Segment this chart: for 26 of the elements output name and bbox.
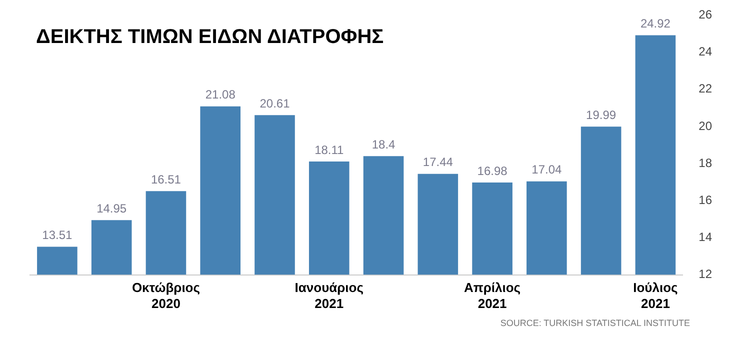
x-tick-label: Ιανουάριος 2021 — [294, 280, 364, 311]
x-tick-label: Ιούλιος 2021 — [633, 280, 678, 311]
x-tick-label: Οκτώβριος 2020 — [132, 280, 200, 311]
data-label: 16.98 — [477, 164, 508, 178]
y-tick-label: 14 — [698, 230, 712, 244]
x-tick-label: Απρίλιος 2021 — [464, 280, 521, 311]
data-label: 18.4 — [372, 137, 396, 152]
data-label: 13.51 — [42, 228, 73, 242]
data-label: 20.61 — [260, 96, 290, 110]
data-label: 21.08 — [205, 88, 236, 102]
source-note: SOURCE: TURKISH STATISTICAL INSTITUTE — [500, 318, 690, 328]
y-tick-label: 24 — [698, 44, 712, 59]
y-tick-label: 26 — [698, 8, 712, 22]
y-tick-label: 20 — [698, 118, 712, 133]
data-label: 14.95 — [96, 201, 127, 216]
y-tick-label: 18 — [698, 156, 712, 170]
data-label: 16.51 — [150, 172, 182, 186]
data-label: 17.44 — [422, 155, 454, 170]
y-tick-label: 12 — [698, 267, 712, 282]
data-label: 19.99 — [586, 108, 616, 122]
text: ΔΕΙΚΤΗΣ ΤΙΜΩΝ ΕΙΔΩΝ ΔΙΑΤΡΟΦΗΣ — [36, 26, 384, 49]
y-tick-label: 22 — [698, 82, 712, 96]
data-label: 18.11 — [314, 142, 344, 157]
data-label: 24.92 — [640, 16, 671, 31]
data-label: 17.04 — [532, 162, 562, 177]
y-tick-label: 16 — [698, 192, 712, 207]
